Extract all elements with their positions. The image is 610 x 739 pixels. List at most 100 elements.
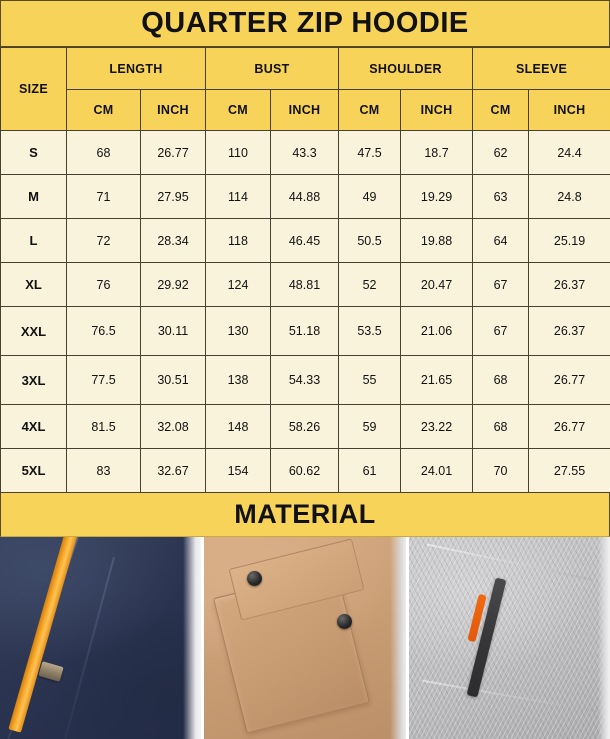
cell-length-cm: 76 [67,263,141,307]
column-header-bust: BUST [206,48,339,90]
cell-shoulder-inch: 21.65 [401,356,473,405]
photo-gray-fleece-zip-pocket [409,537,610,739]
cell-length-cm: 76.5 [67,307,141,356]
snap-button-icon [247,571,262,586]
material-banner: MATERIAL [0,493,610,537]
cell-bust-cm: 148 [206,405,271,449]
unit-header-sleeve-cm: CM [473,90,529,131]
photo-edge-highlight [390,537,406,739]
unit-header-length-cm: CM [67,90,141,131]
unit-header-shoulder-inch: INCH [401,90,473,131]
cell-shoulder-inch: 23.22 [401,405,473,449]
material-heading: MATERIAL [234,501,375,528]
seam-line [63,557,115,739]
cell-sleeve-inch: 26.37 [529,307,610,356]
cell-length-inch: 29.92 [141,263,206,307]
cell-shoulder-cm: 47.5 [339,131,401,175]
cell-sleeve-inch: 24.4 [529,131,610,175]
unit-header-bust-cm: CM [206,90,271,131]
photo-edge-highlight [183,537,201,739]
column-header-length: LENGTH [67,48,206,90]
cell-size: XXL [1,307,67,356]
cell-bust-cm: 110 [206,131,271,175]
table-row: S 68 26.77 110 43.3 47.5 18.7 62 24.4 [1,131,610,175]
cell-bust-inch: 60.62 [271,449,339,493]
cell-length-cm: 71 [67,175,141,219]
table-row: 5XL 83 32.67 154 60.62 61 24.01 70 27.55 [1,449,610,493]
cell-size: M [1,175,67,219]
zipper-slider [39,662,64,682]
cell-length-inch: 28.34 [141,219,206,263]
cell-bust-cm: 118 [206,219,271,263]
unit-header-bust-inch: INCH [271,90,339,131]
cell-shoulder-inch: 21.06 [401,307,473,356]
cell-length-cm: 77.5 [67,356,141,405]
cell-size: XL [1,263,67,307]
column-header-sleeve: SLEEVE [473,48,610,90]
cell-length-cm: 83 [67,449,141,493]
cell-sleeve-inch: 27.55 [529,449,610,493]
snap-button-icon [337,614,352,629]
cell-length-inch: 26.77 [141,131,206,175]
table-row: 3XL 77.5 30.51 138 54.33 55 21.65 68 26.… [1,356,610,405]
table-row: XL 76 29.92 124 48.81 52 20.47 67 26.37 [1,263,610,307]
cell-sleeve-inch: 24.8 [529,175,610,219]
cell-sleeve-inch: 25.19 [529,219,610,263]
table-row: XXL 76.5 30.11 130 51.18 53.5 21.06 67 2… [1,307,610,356]
cell-length-inch: 30.51 [141,356,206,405]
cell-bust-inch: 51.18 [271,307,339,356]
cell-bust-inch: 44.88 [271,175,339,219]
cell-sleeve-cm: 67 [473,307,529,356]
cell-sleeve-inch: 26.37 [529,263,610,307]
unit-header-length-inch: INCH [141,90,206,131]
cell-size: 4XL [1,405,67,449]
cell-size: L [1,219,67,263]
cell-bust-cm: 130 [206,307,271,356]
cell-bust-cm: 124 [206,263,271,307]
cell-sleeve-cm: 63 [473,175,529,219]
table-body: S 68 26.77 110 43.3 47.5 18.7 62 24.4 M … [1,131,610,493]
cell-shoulder-inch: 24.01 [401,449,473,493]
table-row: M 71 27.95 114 44.88 49 19.29 63 24.8 [1,175,610,219]
cell-length-inch: 32.08 [141,405,206,449]
material-photo-strip [0,537,610,739]
table-header: SIZE LENGTH BUST SHOULDER SLEEVE CM INCH… [1,48,610,131]
cell-shoulder-inch: 19.29 [401,175,473,219]
unit-header-shoulder-cm: CM [339,90,401,131]
photo-navy-quarter-zip-pocket [0,537,201,739]
cell-length-inch: 27.95 [141,175,206,219]
cell-size: 5XL [1,449,67,493]
cell-shoulder-cm: 49 [339,175,401,219]
cell-bust-inch: 46.45 [271,219,339,263]
cell-bust-inch: 48.81 [271,263,339,307]
cell-length-cm: 72 [67,219,141,263]
cell-length-cm: 81.5 [67,405,141,449]
page-title: QUARTER ZIP HOODIE [141,9,469,38]
cell-size: 3XL [1,356,67,405]
cell-bust-inch: 58.26 [271,405,339,449]
photo-khaki-cargo-pocket [204,537,405,739]
cell-sleeve-cm: 68 [473,405,529,449]
cell-shoulder-inch: 18.7 [401,131,473,175]
cell-shoulder-cm: 53.5 [339,307,401,356]
table-row: L 72 28.34 118 46.45 50.5 19.88 64 25.19 [1,219,610,263]
unit-header-sleeve-inch: INCH [529,90,610,131]
title-banner: QUARTER ZIP HOODIE [0,0,610,47]
cell-sleeve-cm: 67 [473,263,529,307]
cell-bust-cm: 154 [206,449,271,493]
cell-sleeve-cm: 64 [473,219,529,263]
cell-sleeve-cm: 70 [473,449,529,493]
column-header-shoulder: SHOULDER [339,48,473,90]
group-header-row: SIZE LENGTH BUST SHOULDER SLEEVE [1,48,610,90]
cell-bust-cm: 138 [206,356,271,405]
photo-edge-highlight [598,537,610,739]
cell-shoulder-cm: 59 [339,405,401,449]
cell-length-inch: 30.11 [141,307,206,356]
cell-length-inch: 32.67 [141,449,206,493]
column-header-size: SIZE [1,48,67,131]
cell-length-cm: 68 [67,131,141,175]
table-row: 4XL 81.5 32.08 148 58.26 59 23.22 68 26.… [1,405,610,449]
cell-shoulder-inch: 20.47 [401,263,473,307]
cell-sleeve-cm: 68 [473,356,529,405]
